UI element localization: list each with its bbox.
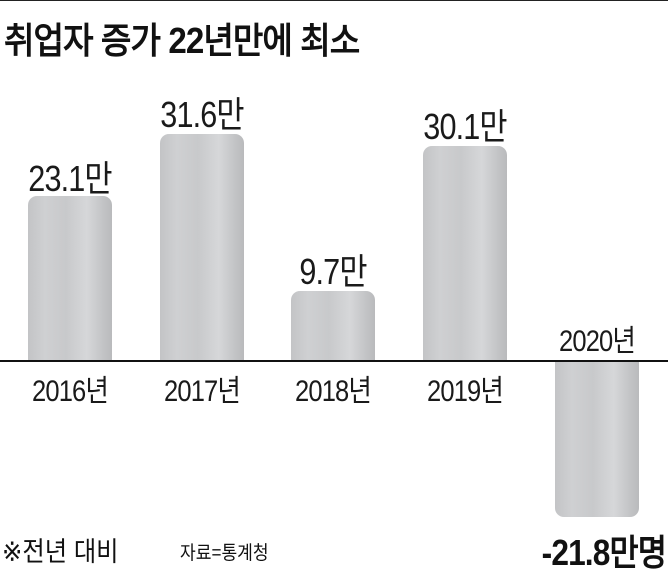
chart-title: 취업자 증가 22년만에 최소	[4, 20, 360, 61]
bar-value-label-2016: 23.1만	[28, 158, 112, 199]
bar-2016	[28, 196, 112, 360]
bar-2018	[291, 291, 375, 360]
year-label-2016: 2016년	[32, 375, 109, 408]
year-label-2018: 2018년	[295, 375, 372, 408]
bar-value-label-2018: 9.7만	[299, 251, 367, 292]
source-credit: 자료=통계청	[180, 543, 269, 564]
bar-2019	[423, 146, 507, 360]
bar-chart: 23.1만 2016년 31.6만 2017년 9.7만 2018년 30.1만…	[0, 94, 668, 573]
zero-baseline	[0, 360, 668, 362]
bar-value-label-2019: 30.1만	[423, 106, 507, 147]
bar-2017	[160, 134, 244, 360]
bar-value-label-2017: 31.6만	[160, 94, 244, 135]
year-label-2017: 2017년	[164, 375, 241, 408]
bar-2020	[555, 361, 639, 517]
year-label-2019: 2019년	[427, 375, 504, 408]
bar-value-label-2020: -21.8만명	[541, 532, 667, 573]
footnote: ※전년 대비	[2, 537, 119, 567]
top-rule	[0, 0, 668, 1]
year-label-2020: 2020년	[559, 325, 636, 358]
